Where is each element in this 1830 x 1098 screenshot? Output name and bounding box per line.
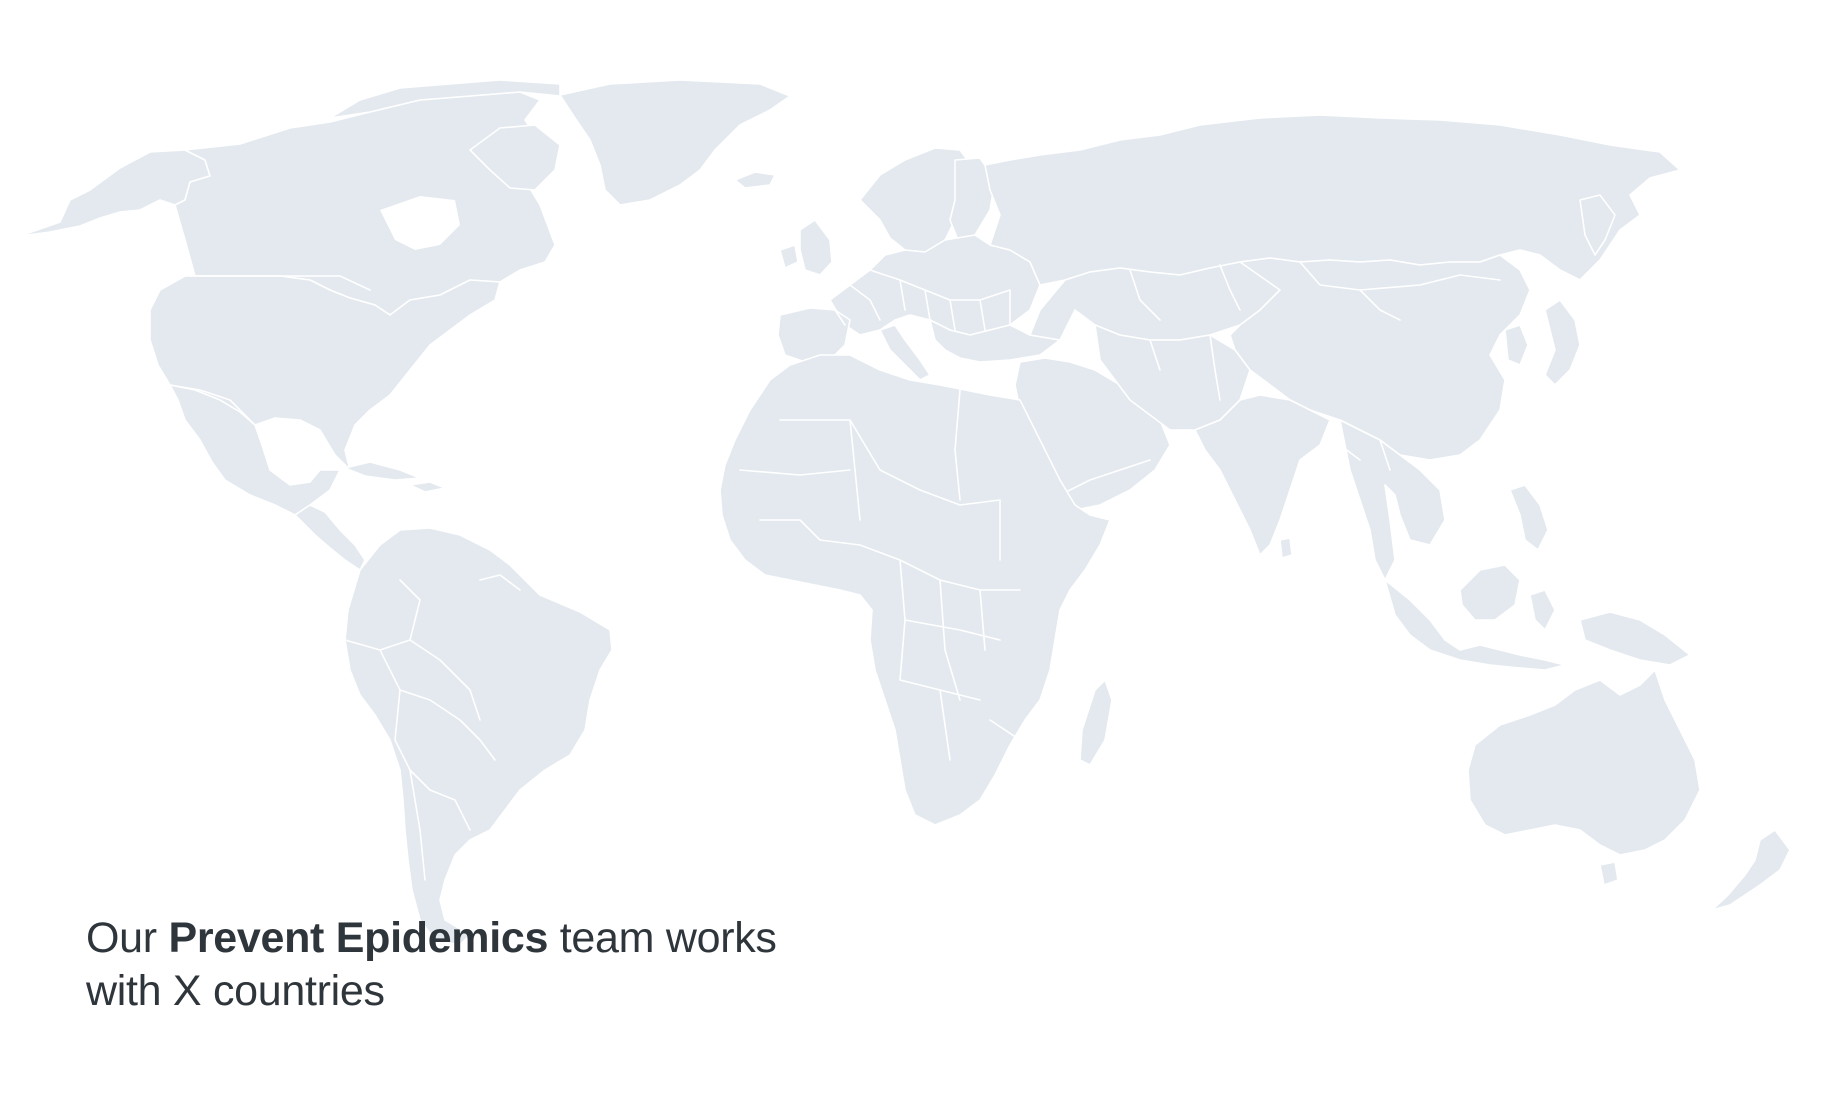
north-america [19, 79, 791, 571]
greenland [559, 79, 791, 206]
africa-borders [739, 389, 1021, 761]
india [1194, 394, 1331, 556]
caption-line2: with X countries [86, 967, 385, 1015]
japan [1544, 299, 1581, 386]
south-america-borders [344, 574, 521, 881]
asia [984, 114, 1681, 581]
philippines [1509, 484, 1549, 551]
baffin-island [469, 124, 561, 191]
central-america [294, 504, 366, 571]
madagascar [1079, 679, 1113, 766]
sri-lanka [1279, 537, 1293, 559]
asia-borders [1059, 261, 1501, 496]
indonesia [1384, 579, 1566, 671]
africa [719, 354, 1113, 826]
kamchatka [1579, 194, 1616, 256]
caption: Our Prevent Epidemics team works with X … [86, 912, 846, 1018]
us-mexico-border [169, 384, 256, 426]
hispaniola [409, 481, 446, 493]
balkans-turkey [929, 319, 1061, 363]
arctic-islands [329, 79, 561, 119]
caption-highlight: Prevent Epidemics [168, 914, 549, 962]
oceania [1384, 484, 1791, 911]
british-isles [799, 219, 833, 276]
south-america-continent [344, 527, 613, 946]
southeast-asia [1339, 419, 1446, 581]
korea [1504, 324, 1529, 366]
ireland [779, 244, 799, 269]
europe [777, 147, 1061, 381]
europe-borders [834, 269, 1011, 331]
new-guinea [1579, 611, 1691, 666]
tasmania [1599, 861, 1619, 886]
australia [1467, 669, 1701, 856]
continental-europe [829, 234, 1041, 336]
south-america [344, 527, 613, 946]
italy [879, 324, 931, 381]
us-canada-border [189, 275, 371, 291]
hudson-bay-water [380, 196, 460, 250]
iceland [734, 171, 776, 189]
new-zealand [1711, 829, 1791, 911]
caption-prefix: Our [86, 914, 157, 962]
iberia [777, 307, 851, 363]
sulawesi [1529, 589, 1556, 631]
borneo [1459, 564, 1521, 621]
caption-suffix: team works [559, 914, 777, 962]
cuba [344, 461, 421, 481]
